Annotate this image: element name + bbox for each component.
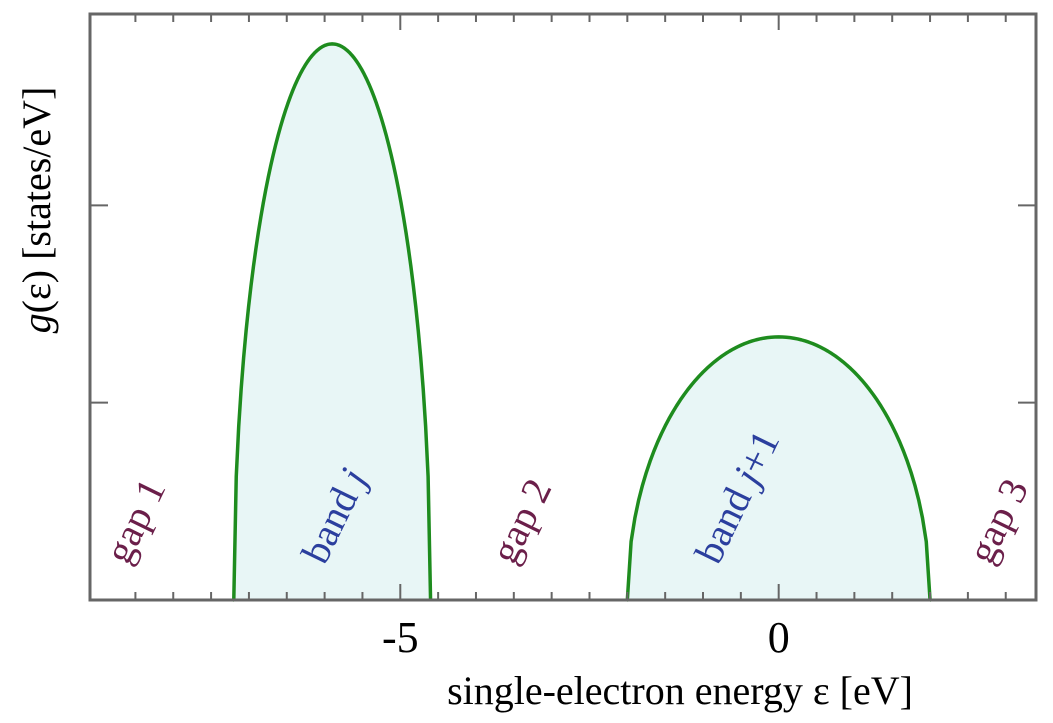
plot-border xyxy=(88,12,1038,602)
plot-frame xyxy=(88,12,1038,602)
y-axis-label-rest: (ε) [states/eV] xyxy=(14,87,59,314)
annotation-1: gap 1 xyxy=(95,471,174,570)
band-2-curve xyxy=(625,335,932,602)
y-axis-label-italic: g xyxy=(14,313,59,333)
band-1-fill xyxy=(233,43,431,600)
band-2-fill xyxy=(627,336,931,600)
y-axis-label: g(ε) [states/eV] xyxy=(14,87,59,334)
plot-area xyxy=(90,42,1036,602)
annotation-3: gap 2 xyxy=(481,471,560,570)
x-tick-label: -5 xyxy=(382,613,419,662)
annotation-5: gap 3 xyxy=(958,471,1037,570)
x-tick-label: 0 xyxy=(768,613,790,662)
axis-ticks: -5 0 xyxy=(90,14,1036,662)
band-1-curve xyxy=(232,42,433,602)
x-axis-label: single-electron energy ε [eV] xyxy=(447,668,913,713)
